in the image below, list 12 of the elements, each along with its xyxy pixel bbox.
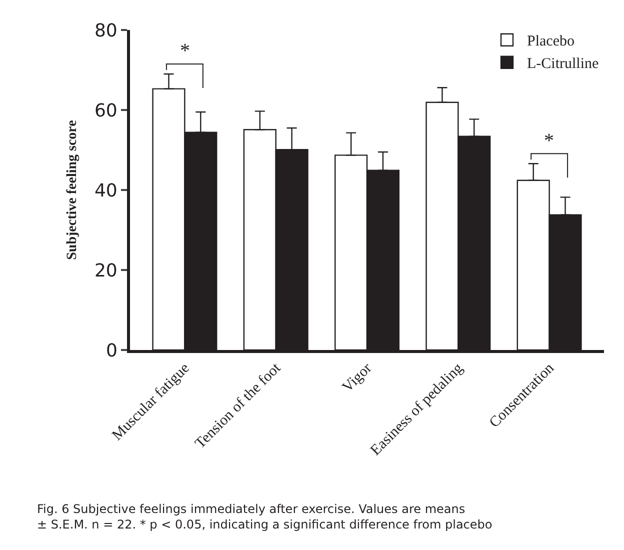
y-tick-label: 0: [106, 340, 118, 362]
y-tick-label: 60: [94, 100, 118, 122]
annotation: *: [544, 130, 554, 152]
x-tick-label: Vigor: [340, 360, 376, 396]
caption: Fig. 6 Subjective feelings immediately after exercise. Values are means ± S.E.M. n = 22. * p < 0.05, indicating a significant difference from placebo: [37, 502, 492, 532]
legend-label: L-Citrulline: [527, 56, 599, 72]
annotation: *: [180, 40, 190, 62]
legend-label: Placebo: [527, 34, 574, 50]
y-tick-label: 80: [94, 20, 118, 42]
y-tick-label: 20: [94, 260, 118, 282]
y-tick-label: 40: [94, 180, 118, 202]
y-axis-title: Subjective feeling score: [65, 120, 80, 260]
